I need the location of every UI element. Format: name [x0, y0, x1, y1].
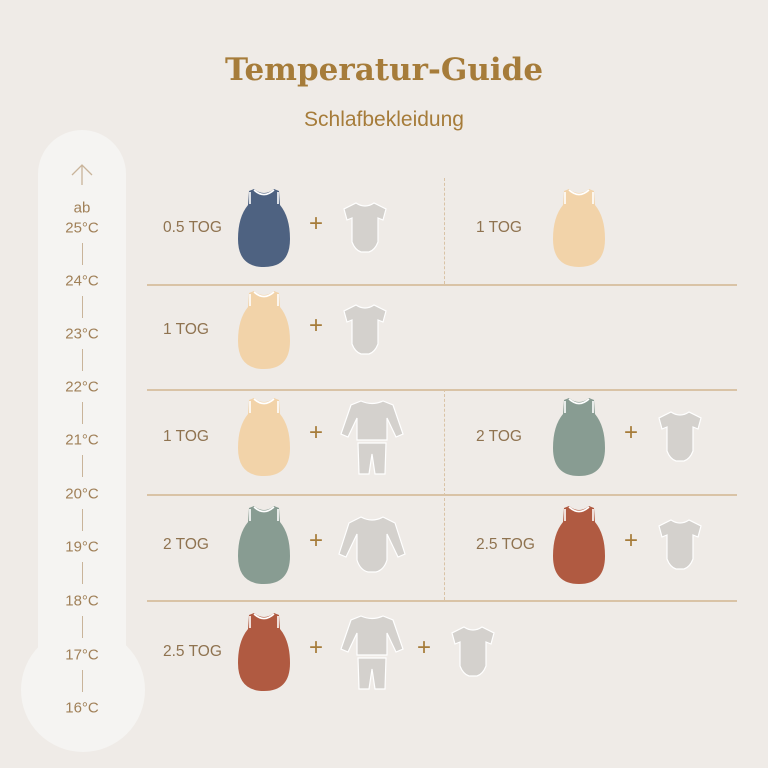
temp-tick: [81, 349, 83, 371]
column-divider: [444, 178, 445, 284]
thermometer-bulb: [21, 628, 145, 752]
temp-label: 20°C: [65, 485, 99, 503]
tog-label: 2 TOG: [163, 536, 209, 553]
column-divider: [444, 389, 445, 600]
sleeping-bag-icon: [553, 398, 605, 476]
tog-label: 0.5 TOG: [163, 219, 222, 236]
tog-label: 2.5 TOG: [476, 536, 535, 553]
plus-sign: +: [308, 312, 324, 339]
temp-label: 25°C: [65, 219, 99, 237]
tog-label: 1 TOG: [163, 321, 209, 338]
arrow-up-icon: [71, 164, 93, 185]
plus-sign: +: [623, 527, 639, 554]
row-divider: [147, 284, 737, 286]
temp-label: 16°C: [65, 699, 99, 717]
tog-label: 2.5 TOG: [163, 643, 222, 660]
temp-tick: [81, 402, 83, 424]
plus-sign: +: [308, 210, 324, 237]
temp-tick: [81, 509, 83, 531]
plus-sign: +: [623, 419, 639, 446]
sleeping-bag-icon: [553, 189, 605, 267]
short-sleeve-bodysuit-icon: [658, 411, 702, 462]
temp-tick: [81, 616, 83, 638]
temp-label: 21°C: [65, 431, 99, 449]
tog-label: 2 TOG: [476, 428, 522, 445]
sleeping-bag-icon: [238, 506, 290, 584]
page-title: Temperatur-Guide: [224, 52, 544, 88]
temp-tick: [81, 670, 83, 692]
temp-label: 23°C: [65, 325, 99, 343]
pajamas-icon: [340, 400, 404, 475]
plus-sign: +: [308, 419, 324, 446]
row-divider: [147, 600, 737, 602]
short-sleeve-bodysuit-icon: [451, 626, 495, 677]
plus-sign: +: [416, 634, 432, 661]
temp-tick: [81, 455, 83, 477]
temp-label: 19°C: [65, 538, 99, 556]
sleeping-bag-icon: [238, 613, 290, 691]
plus-sign: +: [308, 527, 324, 554]
tog-label: 1 TOG: [476, 219, 522, 236]
tog-label: 1 TOG: [163, 428, 209, 445]
sleeping-bag-icon: [238, 189, 290, 267]
row-divider: [147, 389, 737, 391]
temp-label: 22°C: [65, 378, 99, 396]
short-sleeve-bodysuit-icon: [658, 519, 702, 570]
pajamas-icon: [340, 615, 404, 690]
temp-tick: [81, 296, 83, 318]
sleeping-bag-icon: [238, 398, 290, 476]
page-subtitle: Schlafbekleidung: [304, 108, 464, 131]
plus-sign: +: [308, 634, 324, 661]
temp-prefix: ab: [73, 199, 91, 217]
row-divider: [147, 494, 737, 496]
short-sleeve-bodysuit-icon: [343, 202, 387, 253]
temp-label: 24°C: [65, 272, 99, 290]
temp-tick: [81, 243, 83, 265]
temp-label: 17°C: [65, 646, 99, 664]
sleeping-bag-icon: [238, 291, 290, 369]
long-sleeve-bodysuit-icon: [338, 516, 406, 573]
sleeping-bag-icon: [553, 506, 605, 584]
temp-label: 18°C: [65, 592, 99, 610]
short-sleeve-bodysuit-icon: [343, 304, 387, 355]
temp-tick: [81, 562, 83, 584]
